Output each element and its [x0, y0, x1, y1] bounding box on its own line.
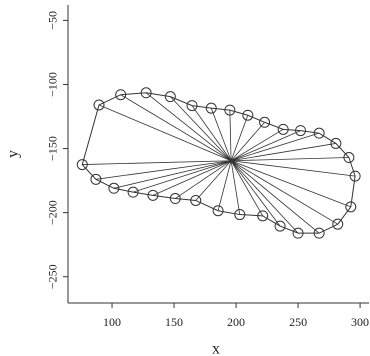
- point: [93, 99, 105, 111]
- spoke: [132, 160, 232, 193]
- point: [332, 218, 344, 230]
- spoke: [230, 160, 338, 225]
- x-tick-label: 250: [289, 315, 307, 329]
- point: [212, 205, 224, 217]
- point: [349, 170, 361, 182]
- point: [345, 201, 357, 213]
- spoke: [230, 122, 265, 161]
- y-tick-label: −250: [46, 264, 60, 289]
- spoke: [230, 160, 320, 234]
- y-tick-label: −50: [46, 11, 60, 30]
- point: [292, 227, 304, 239]
- x-tick-label: 300: [351, 315, 369, 329]
- point: [277, 123, 289, 135]
- point: [313, 227, 325, 239]
- center-point: [229, 158, 234, 163]
- point: [330, 137, 342, 149]
- point: [186, 100, 198, 112]
- x-axis-label: x: [212, 341, 220, 356]
- point: [343, 152, 355, 164]
- spoke: [191, 105, 232, 161]
- spoke: [195, 160, 232, 201]
- outline: [81, 92, 356, 234]
- point: [90, 173, 102, 185]
- spoke: [175, 160, 232, 199]
- x-tick-label: 100: [103, 315, 121, 329]
- spoke: [82, 160, 232, 165]
- spoke: [95, 160, 232, 180]
- y-tick-label: −200: [46, 200, 60, 225]
- spoke: [231, 160, 356, 177]
- point: [140, 87, 152, 99]
- point: [164, 91, 176, 103]
- point: [234, 209, 246, 221]
- spoke: [210, 108, 232, 161]
- point: [224, 104, 236, 116]
- spoke: [120, 94, 232, 162]
- y-axis-label: y: [5, 150, 22, 158]
- point: [147, 189, 159, 201]
- point: [190, 194, 202, 206]
- x-tick-label: 200: [227, 315, 245, 329]
- spoke: [230, 160, 264, 217]
- point: [76, 159, 88, 171]
- spoke: [170, 96, 232, 162]
- spoke: [230, 128, 284, 162]
- point: [169, 193, 181, 205]
- spoke: [230, 115, 249, 161]
- y-tick-label: −100: [46, 72, 60, 97]
- spoke: [231, 157, 349, 162]
- spoke: [230, 132, 320, 162]
- spoke: [230, 160, 351, 208]
- point: [259, 116, 271, 128]
- spoke: [230, 160, 241, 215]
- y-tick-label: −150: [46, 136, 60, 161]
- spoke: [145, 92, 232, 162]
- spoke: [229, 110, 232, 161]
- point: [205, 102, 217, 114]
- spoke: [230, 160, 299, 234]
- spoke: [230, 160, 281, 227]
- spoke: [231, 143, 336, 162]
- point: [127, 186, 139, 198]
- spoke: [152, 160, 232, 196]
- point: [108, 182, 120, 194]
- point: [242, 109, 254, 121]
- point: [115, 89, 127, 101]
- point: [274, 220, 286, 232]
- point: [295, 125, 307, 137]
- x-tick-label: 150: [165, 315, 183, 329]
- point: [313, 127, 325, 139]
- spoke: [230, 130, 301, 162]
- spoke: [113, 160, 232, 189]
- spoke: [217, 160, 232, 211]
- point: [257, 210, 269, 222]
- spoke: [98, 104, 232, 162]
